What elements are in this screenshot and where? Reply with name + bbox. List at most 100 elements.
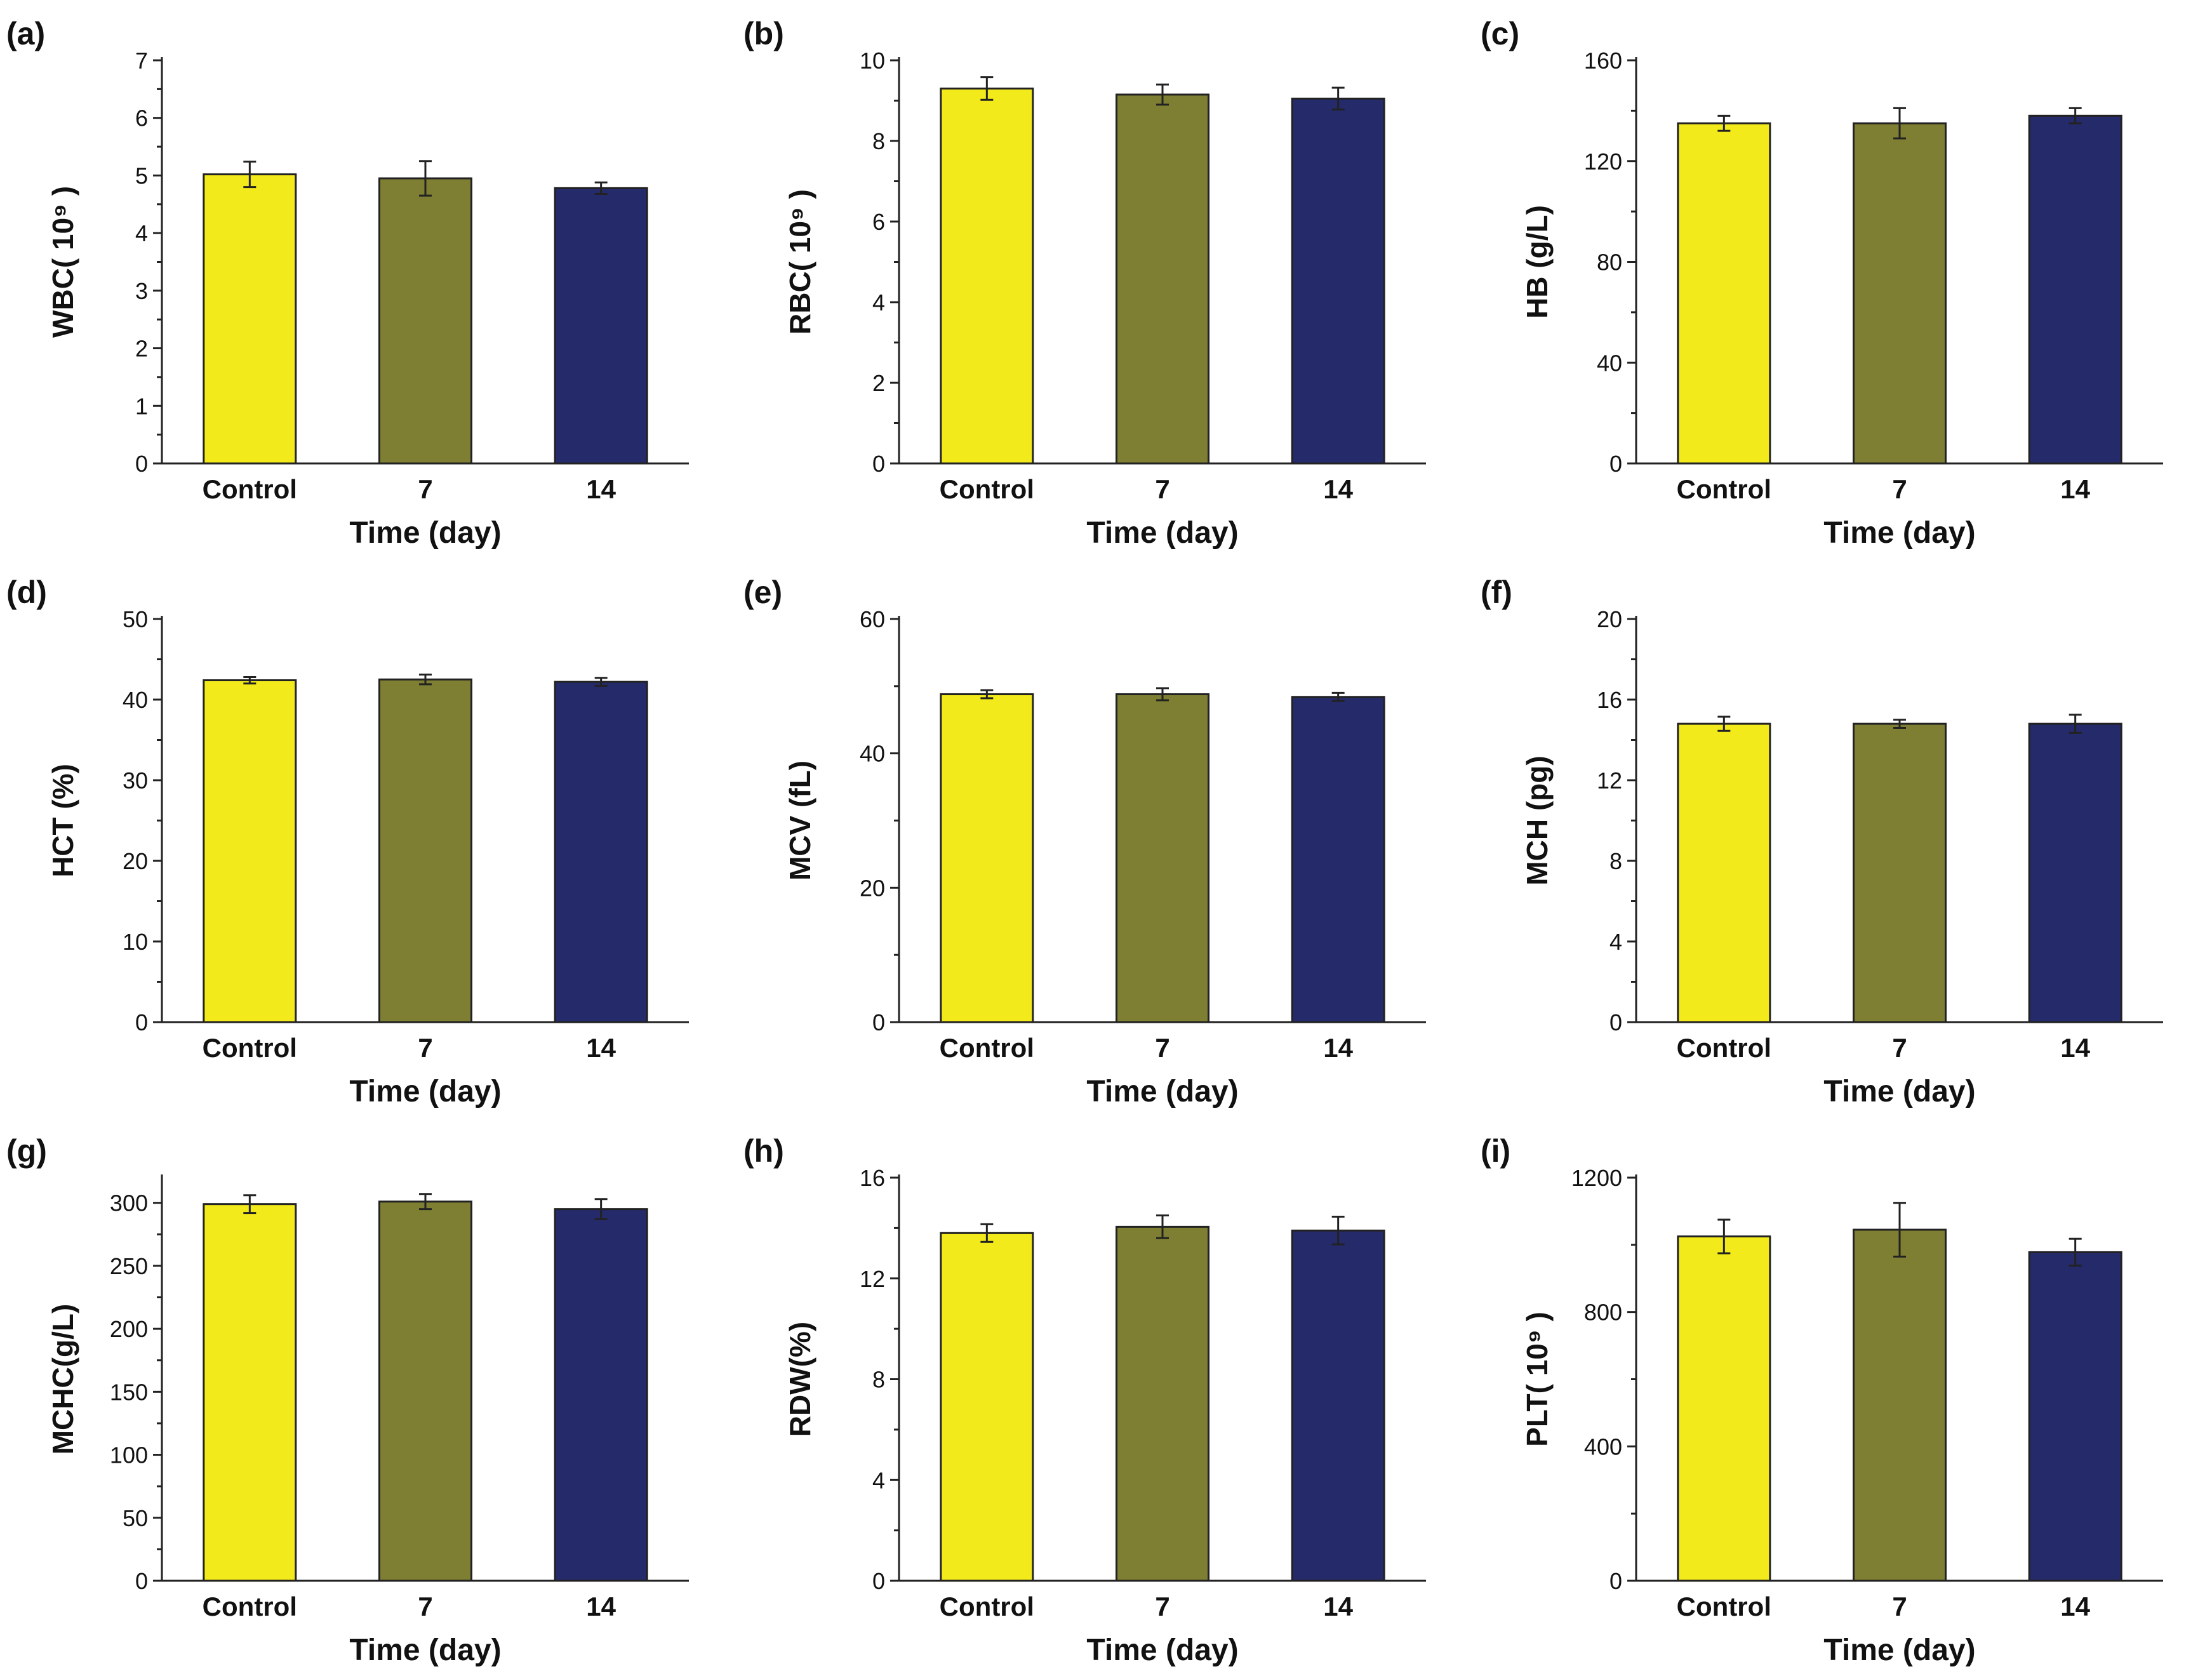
bar-control bbox=[940, 87, 1034, 465]
x-category-label: Control bbox=[203, 1033, 297, 1063]
y-axis-title: PLT( 10⁹ ) bbox=[1521, 1312, 1554, 1447]
y-tick-label: 20 bbox=[1597, 606, 1622, 632]
bar-7 bbox=[378, 1200, 472, 1582]
error-bar bbox=[1893, 719, 1906, 729]
y-tick-label: 30 bbox=[123, 768, 148, 794]
error-bar bbox=[1156, 83, 1169, 106]
y-tick-label: 0 bbox=[872, 451, 885, 477]
y-tick-label: 250 bbox=[110, 1253, 148, 1279]
panel-label: (b) bbox=[743, 16, 784, 51]
y-tick-label: 80 bbox=[1597, 249, 1622, 276]
bar-control bbox=[940, 693, 1034, 1023]
bar-control bbox=[1677, 1235, 1771, 1582]
y-tick-label: 300 bbox=[110, 1190, 148, 1216]
panel-label: (c) bbox=[1481, 16, 1519, 51]
y-tick-label: 120 bbox=[1584, 149, 1622, 175]
x-category-label: Control bbox=[1677, 1033, 1771, 1063]
x-category-label: 14 bbox=[586, 474, 616, 504]
error-bar bbox=[419, 160, 432, 197]
bar-7 bbox=[378, 177, 472, 465]
x-axis-title: Time (day) bbox=[1823, 516, 1975, 550]
y-tick-label: 8 bbox=[1609, 848, 1622, 874]
error-bar bbox=[2069, 1237, 2082, 1267]
x-category-label: Control bbox=[940, 1592, 1034, 1621]
x-category-label: 7 bbox=[1892, 1033, 1907, 1063]
bar-control bbox=[940, 1232, 1034, 1582]
x-category-label: 7 bbox=[1155, 474, 1169, 504]
error-bar bbox=[1331, 691, 1345, 702]
y-tick-label: 0 bbox=[1609, 1009, 1622, 1035]
bar-7 bbox=[1116, 93, 1209, 465]
x-category-label: 14 bbox=[1323, 1033, 1353, 1063]
error-bar bbox=[2069, 107, 2082, 124]
y-axis-title: RDW(%) bbox=[783, 1322, 816, 1437]
bar-7 bbox=[378, 678, 472, 1023]
error-bar bbox=[1717, 1218, 1731, 1254]
y-tick-label: 12 bbox=[1597, 768, 1622, 794]
error-bar bbox=[980, 1223, 994, 1243]
x-category-label: 7 bbox=[1892, 474, 1907, 504]
error-bar bbox=[2069, 714, 2082, 734]
x-axis-title: Time (day) bbox=[1086, 1075, 1238, 1108]
error-bar bbox=[1717, 715, 1731, 732]
y-tick-label: 7 bbox=[135, 48, 148, 74]
y-tick-label: 60 bbox=[860, 606, 885, 632]
y-tick-label: 150 bbox=[110, 1379, 148, 1405]
chart-a: (a) 0 1 2 3 4 5 6 7 Control 7 14 Time (day) WBC( 10⁹ … bbox=[6, 16, 689, 550]
y-tick-label: 0 bbox=[1609, 451, 1622, 477]
error-bar bbox=[594, 677, 608, 687]
chart-h: (h) 0 4 8 12 16 Control 7 14 Time (day) RDW(%) bbox=[743, 1133, 1426, 1667]
x-category-label: Control bbox=[1677, 1592, 1771, 1621]
y-axis-title: HB (g/L) bbox=[1521, 205, 1554, 319]
y-tick-label: 20 bbox=[860, 875, 885, 901]
bar-14 bbox=[554, 187, 648, 465]
y-tick-label: 10 bbox=[123, 929, 148, 955]
bar-7 bbox=[1116, 1225, 1209, 1582]
y-tick-label: 160 bbox=[1584, 48, 1622, 74]
y-tick-label: 0 bbox=[1609, 1568, 1622, 1594]
y-tick-label: 1200 bbox=[1571, 1165, 1622, 1191]
y-axis-title: RBC( 10⁹ ) bbox=[783, 189, 816, 335]
y-tick-label: 0 bbox=[872, 1009, 885, 1035]
bar-7 bbox=[1853, 122, 1947, 465]
x-category-label: Control bbox=[940, 1033, 1034, 1063]
chart-panel-c: (c) 0 40 80 120 160 Control 7 14 Time (day) HB (g/… bbox=[1474, 0, 2211, 559]
panel-label: (f) bbox=[1481, 575, 1512, 610]
error-bar bbox=[419, 674, 432, 686]
bar-14 bbox=[1291, 1229, 1385, 1582]
y-tick-label: 40 bbox=[123, 687, 148, 713]
chart-c: (c) 0 40 80 120 160 Control 7 14 Time (day) HB (g/… bbox=[1481, 16, 2163, 550]
x-category-label: 7 bbox=[418, 474, 432, 504]
y-tick-label: 0 bbox=[135, 451, 148, 477]
y-axis-title: HCT (%) bbox=[46, 764, 79, 877]
chart-panel-i: (i) 0 400 800 1200 Control 7 14 Time (day) PLT( 1… bbox=[1474, 1117, 2211, 1676]
x-category-label: Control bbox=[203, 474, 297, 504]
chart-panel-e: (e) 0 20 40 60 Control 7 14 Time (day) MCV (fL) bbox=[737, 559, 1474, 1117]
bar-7 bbox=[1853, 722, 1947, 1023]
panel-label: (i) bbox=[1481, 1133, 1510, 1169]
y-axis-title: MCV (fL) bbox=[783, 761, 816, 881]
bar-control bbox=[1677, 122, 1771, 465]
x-axis-title: Time (day) bbox=[349, 1075, 501, 1108]
y-tick-label: 8 bbox=[872, 1367, 885, 1393]
x-category-label: 7 bbox=[418, 1033, 432, 1063]
y-tick-label: 4 bbox=[1609, 929, 1622, 955]
x-axis-title: Time (day) bbox=[1086, 1633, 1238, 1667]
x-axis-title: Time (day) bbox=[349, 516, 501, 550]
y-tick-label: 20 bbox=[123, 848, 148, 874]
error-bar bbox=[980, 689, 994, 700]
panel-label: (h) bbox=[743, 1133, 784, 1169]
chart-f: (f) 0 4 8 12 16 20 Control 7 14 Time (day) MCH (pg) bbox=[1481, 575, 2163, 1108]
x-category-label: Control bbox=[940, 474, 1034, 504]
error-bar bbox=[243, 161, 257, 189]
error-bar bbox=[1893, 107, 1906, 140]
x-category-label: 14 bbox=[586, 1592, 616, 1621]
bar-control bbox=[203, 1203, 297, 1582]
error-bar bbox=[419, 1193, 432, 1211]
y-tick-label: 0 bbox=[872, 1568, 885, 1594]
chart-i: (i) 0 400 800 1200 Control 7 14 Time (day) PLT( 1… bbox=[1481, 1133, 2163, 1667]
error-bar bbox=[1156, 687, 1169, 702]
bar-14 bbox=[1291, 696, 1385, 1023]
x-category-label: 14 bbox=[2060, 474, 2090, 504]
bar-14 bbox=[1291, 97, 1385, 465]
